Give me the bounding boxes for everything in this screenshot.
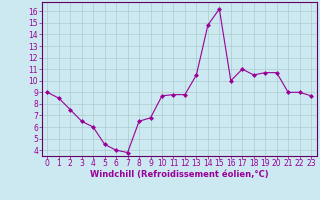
X-axis label: Windchill (Refroidissement éolien,°C): Windchill (Refroidissement éolien,°C) <box>90 170 268 179</box>
